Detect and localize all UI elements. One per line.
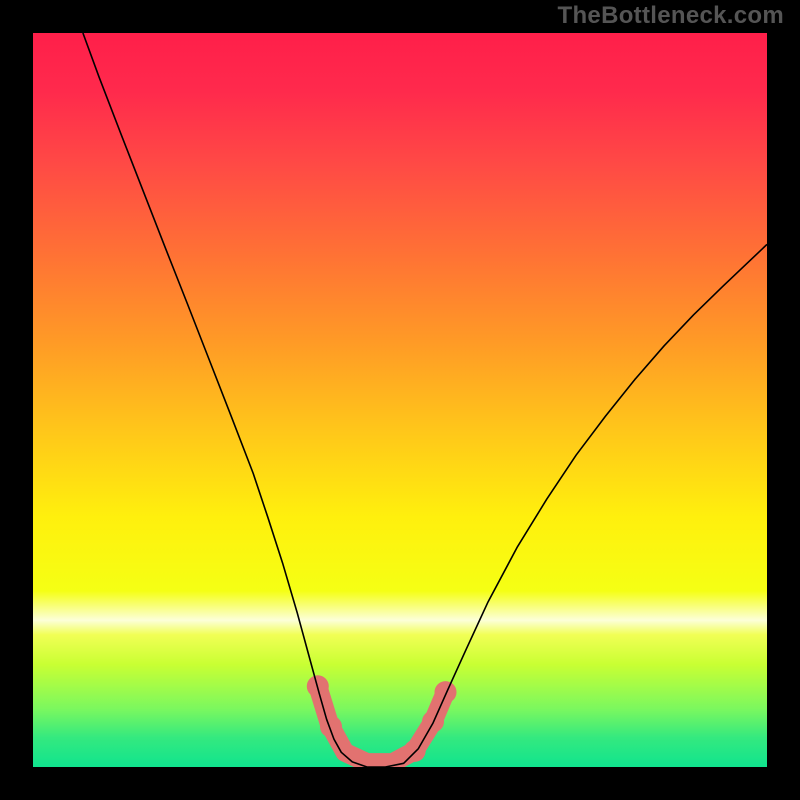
chart-frame: TheBottleneck.com bbox=[0, 0, 800, 800]
chart-background bbox=[33, 33, 767, 767]
plot-area bbox=[33, 33, 767, 767]
watermark-text: TheBottleneck.com bbox=[558, 2, 784, 30]
chart-svg bbox=[33, 33, 767, 767]
highlight-dot bbox=[435, 681, 457, 703]
highlight-dot bbox=[320, 716, 342, 738]
